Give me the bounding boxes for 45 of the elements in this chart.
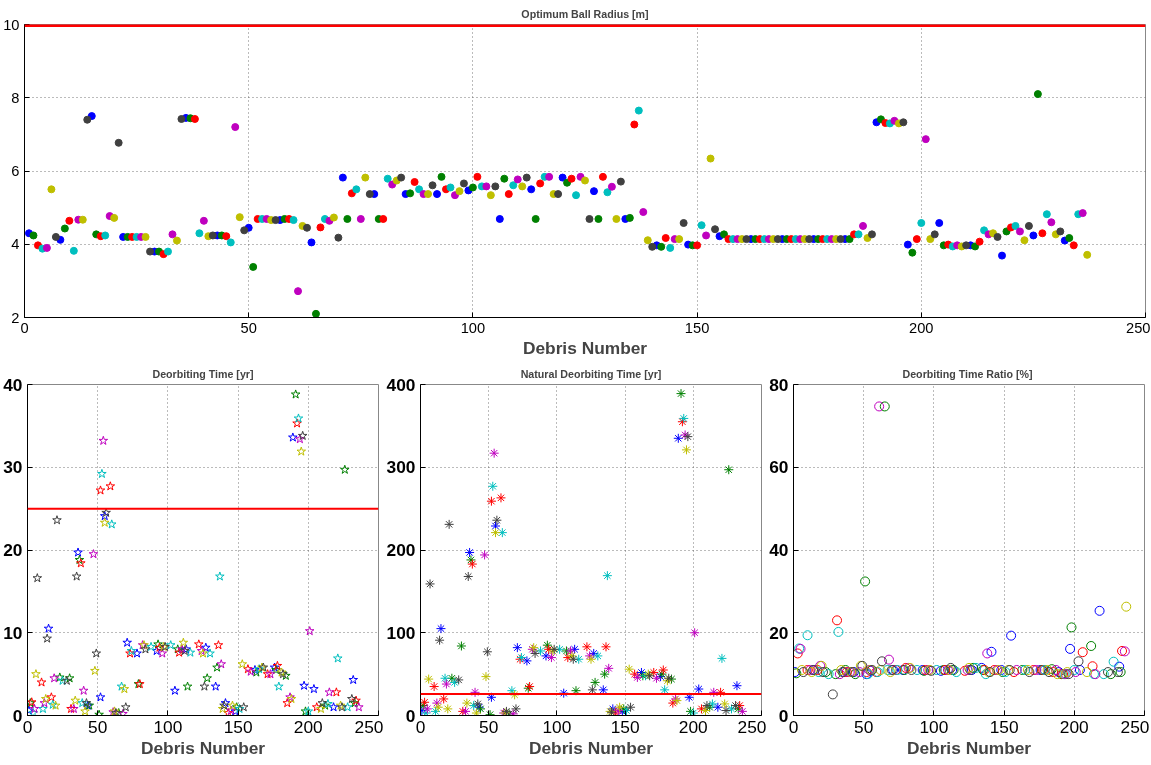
y-tick-label: 40 xyxy=(3,374,23,395)
x-axis-title: Debris Number xyxy=(522,337,648,358)
x-tick-label: 100 xyxy=(460,319,486,336)
y-tick-label: 100 xyxy=(386,622,416,643)
chart-title: Deorbiting Time Ratio [%] xyxy=(902,367,1033,380)
y-tick-label: 300 xyxy=(386,457,416,478)
x-axis-title: Debris Number xyxy=(140,737,266,758)
chart-title: Deorbiting Time [yr] xyxy=(152,367,254,380)
x-tick-label: 50 xyxy=(479,716,499,737)
x-tick-label: 50 xyxy=(854,716,874,737)
x-tick-label: 150 xyxy=(989,716,1019,737)
chart-title: Natural Deorbiting Time [yr] xyxy=(520,367,662,380)
x-tick-label: 200 xyxy=(1059,716,1089,737)
y-tick-label: 2 xyxy=(11,309,20,326)
x-tick-label: 250 xyxy=(1120,716,1150,737)
x-tick-label: 50 xyxy=(240,319,257,336)
x-tick-label: 50 xyxy=(88,716,108,737)
y-tick-label: 400 xyxy=(386,374,416,395)
x-tick-label: 200 xyxy=(293,716,323,737)
x-tick-label: 200 xyxy=(678,716,708,737)
y-tick-label: 10 xyxy=(3,16,20,33)
x-tick-label: 200 xyxy=(909,319,934,336)
y-tick-label: 60 xyxy=(769,457,789,478)
x-axis-title: Debris Number xyxy=(528,737,654,758)
chart-title: Optimum Ball Radius [m] xyxy=(521,7,649,20)
y-tick-label: 4 xyxy=(11,236,20,253)
x-tick-label: 100 xyxy=(542,716,572,737)
y-tick-label: 200 xyxy=(386,540,416,560)
y-tick-label: 30 xyxy=(3,457,23,478)
y-tick-label: 40 xyxy=(769,540,789,560)
y-tick-label: 8 xyxy=(11,89,20,106)
x-tick-label: 150 xyxy=(610,716,640,737)
y-tick-label: 20 xyxy=(769,622,789,643)
y-tick-label: 6 xyxy=(11,163,20,179)
x-tick-label: 100 xyxy=(919,716,949,737)
x-tick-label: 250 xyxy=(737,716,767,737)
x-tick-label: 150 xyxy=(684,319,710,336)
y-tick-label: 20 xyxy=(3,540,23,560)
x-tick-label: 250 xyxy=(1126,319,1151,336)
y-tick-label: 10 xyxy=(3,622,23,643)
x-tick-label: 150 xyxy=(223,716,253,737)
y-tick-label: 80 xyxy=(769,374,789,395)
x-axis-title: Debris Number xyxy=(906,737,1032,758)
x-tick-label: 250 xyxy=(354,716,384,737)
x-tick-label: 100 xyxy=(153,716,183,737)
